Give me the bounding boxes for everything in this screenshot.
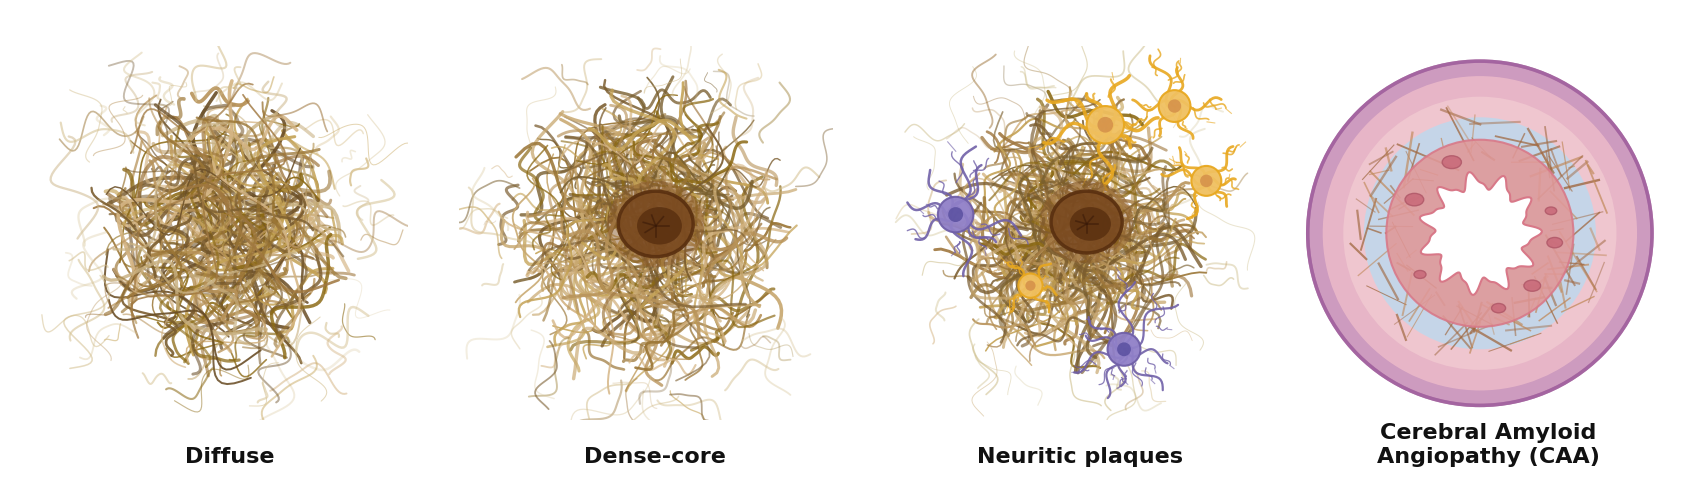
Ellipse shape [619,191,694,257]
Circle shape [1308,61,1652,405]
Circle shape [1364,117,1596,349]
Ellipse shape [1545,207,1556,215]
Ellipse shape [1414,270,1425,278]
Text: Dense-core: Dense-core [583,447,726,467]
Ellipse shape [1524,280,1541,291]
Ellipse shape [607,181,704,267]
Circle shape [1026,280,1036,291]
Circle shape [1201,174,1213,187]
Ellipse shape [1492,303,1505,313]
Ellipse shape [636,207,682,244]
Circle shape [1323,76,1636,390]
Circle shape [1191,166,1221,196]
Ellipse shape [1039,181,1133,263]
Circle shape [937,197,973,232]
Ellipse shape [1405,193,1424,206]
Circle shape [1158,90,1191,122]
Circle shape [1107,333,1140,366]
Circle shape [1097,117,1112,133]
Ellipse shape [1442,156,1461,169]
Circle shape [1386,139,1573,327]
Circle shape [1169,99,1180,113]
Ellipse shape [1051,191,1123,253]
Circle shape [1344,97,1616,370]
Ellipse shape [1546,238,1563,248]
Circle shape [947,207,963,222]
Text: Cerebral Amyloid
Angiopathy (CAA): Cerebral Amyloid Angiopathy (CAA) [1376,423,1601,467]
Text: Diffuse: Diffuse [185,447,274,467]
Ellipse shape [1070,207,1111,241]
Circle shape [1087,106,1124,143]
Circle shape [1019,274,1043,298]
Circle shape [1118,342,1131,356]
Text: Neuritic plaques: Neuritic plaques [976,447,1184,467]
Polygon shape [1420,172,1541,295]
